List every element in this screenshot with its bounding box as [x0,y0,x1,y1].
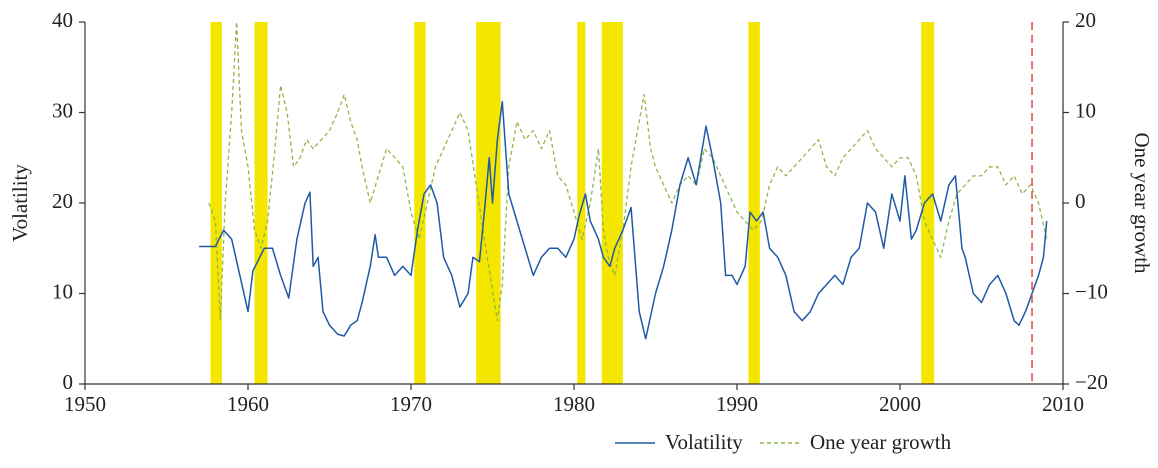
shaded-period [254,22,268,384]
y2-tick-label: 10 [1075,98,1096,122]
y-axis-label: Volatility [8,164,32,242]
y-tick-label: 40 [52,8,73,32]
x-tick-label: 1990 [716,392,758,416]
y2-tick-label: −20 [1075,370,1108,394]
legend-label: One year growth [810,430,952,454]
y-tick-label: 20 [52,189,73,213]
shaded-period [476,22,501,384]
y2-tick-label: −10 [1075,279,1108,303]
shaded-period [577,22,586,384]
x-tick-label: 2010 [1042,392,1084,416]
y2-tick-label: 0 [1075,189,1086,213]
series-line [199,100,1048,340]
y-tick-label: 30 [52,98,73,122]
legend-label: Volatility [665,430,743,454]
series-line [208,21,1048,322]
y2-tick-label: 20 [1075,8,1096,32]
x-tick-label: 1950 [64,392,106,416]
shaded-period [601,22,623,384]
shaded-period [414,22,426,384]
shaded-period [921,22,935,384]
y2-axis-label: One year growth [1130,132,1154,274]
y-tick-label: 10 [52,279,73,303]
x-tick-label: 2000 [879,392,921,416]
shaded-period [748,22,760,384]
shaded-period [210,22,222,384]
x-tick-label: 1960 [227,392,269,416]
x-tick-label: 1970 [390,392,432,416]
x-tick-label: 1980 [553,392,595,416]
y-tick-label: 0 [63,370,74,394]
